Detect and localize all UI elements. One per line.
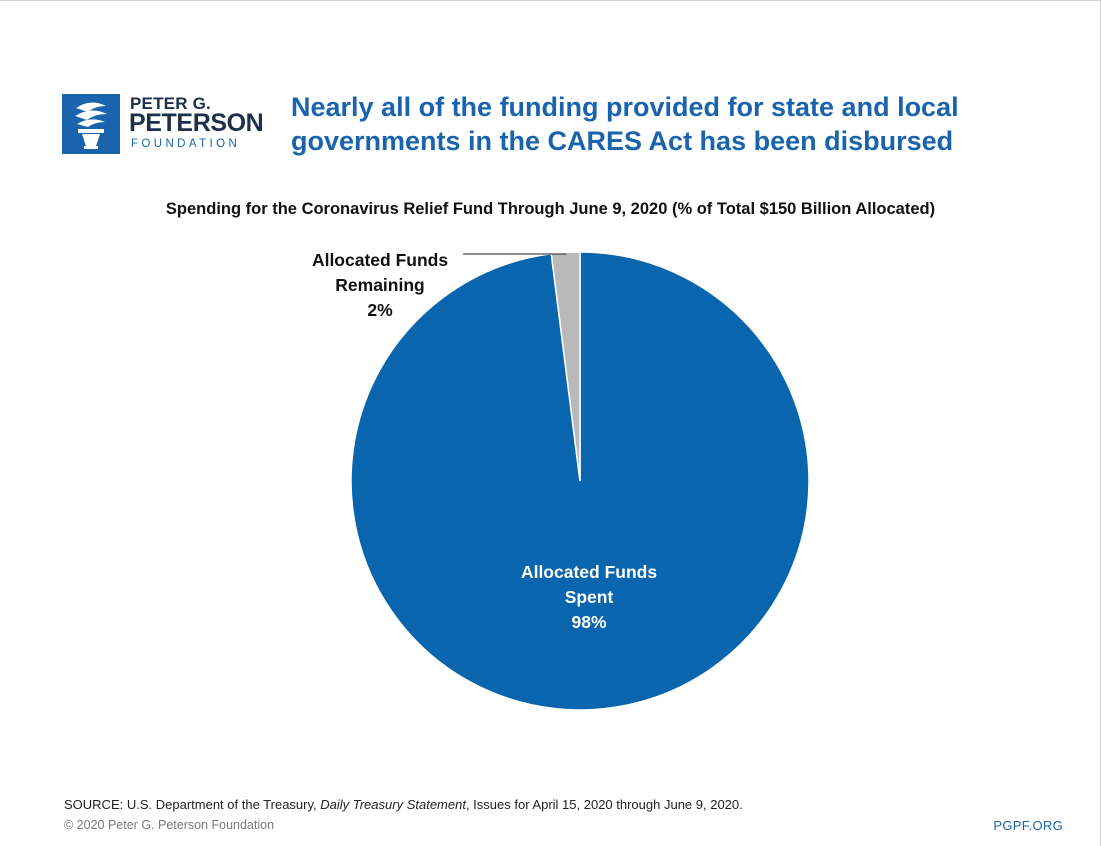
title-line-1: Nearly all of the funding provided for s… — [291, 92, 959, 122]
logo-line-2: PETERSON — [129, 109, 264, 137]
source-note: SOURCE: U.S. Department of the Treasury,… — [64, 797, 743, 812]
source-italic: Daily Treasury Statement — [320, 797, 466, 812]
slice-label-1-line-2: 2% — [367, 300, 393, 320]
slice-label-0-line-2: 98% — [571, 612, 606, 632]
source-suffix: , Issues for April 15, 2020 through June… — [465, 797, 743, 812]
foundation-logo: PETER G. PETERSON FOUNDATION — [62, 94, 272, 158]
slice-label-1-line-0: Allocated Funds — [312, 250, 448, 270]
slice-label-0-line-0: Allocated Funds — [521, 562, 657, 582]
chart-title: Spending for the Coronavirus Relief Fund… — [165, 200, 936, 218]
torch-icon — [62, 94, 120, 154]
copyright: © 2020 Peter G. Peterson Foundation — [64, 818, 275, 832]
page-title: Nearly all of the funding provided for s… — [291, 90, 1051, 158]
top-border — [0, 0, 1101, 1]
slice-label-0-line-1: Spent — [565, 587, 614, 607]
site-link[interactable]: PGPF.ORG — [993, 818, 1063, 833]
source-prefix: SOURCE: U.S. Department of the Treasury, — [64, 797, 321, 812]
title-line-2: governments in the CARES Act has been di… — [291, 126, 954, 156]
logo-line-3: FOUNDATION — [131, 138, 241, 150]
slice-label-1-line-1: Remaining — [335, 275, 424, 295]
logo-line-1: PETER G. — [130, 94, 211, 113]
